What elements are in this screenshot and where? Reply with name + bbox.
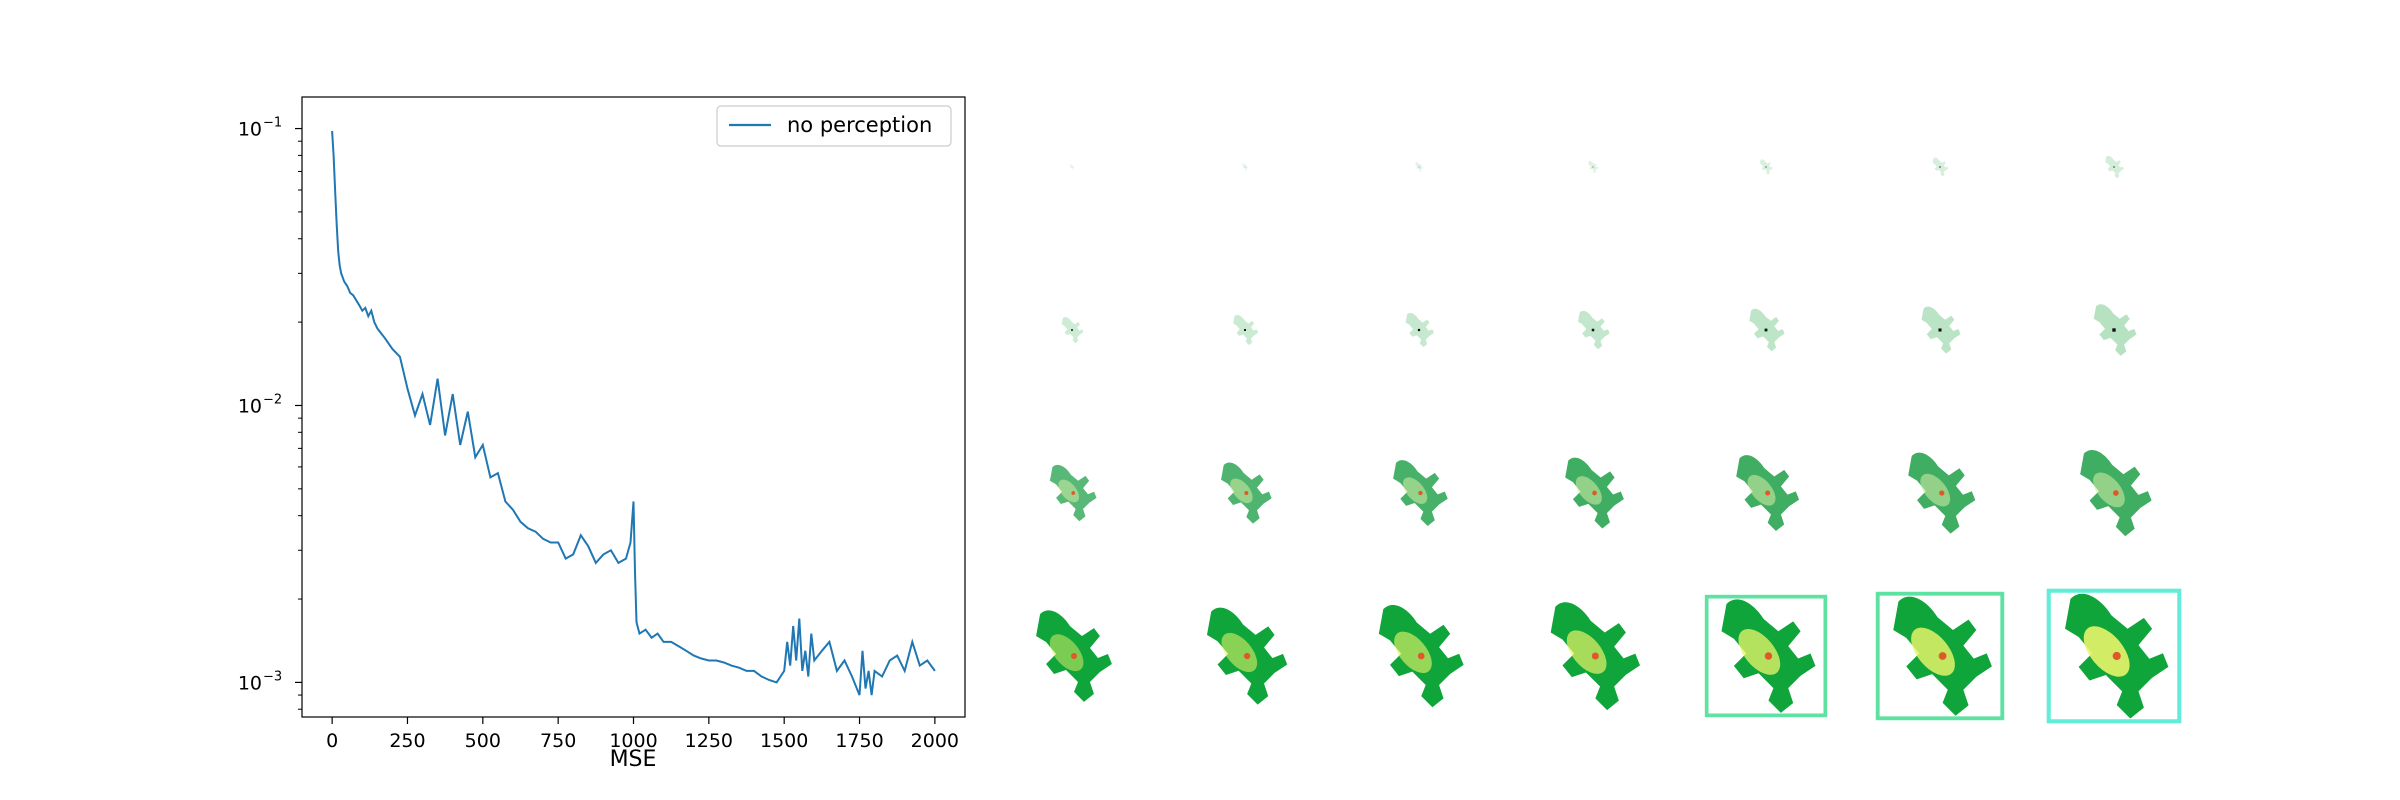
lizard-snapshot [1588, 160, 1599, 174]
seed-pixel [1938, 328, 1942, 332]
y-axis-ticks: 10−110−210−3 [238, 116, 302, 710]
lizard-snapshot [1036, 610, 1112, 702]
x-tick-label: 2000 [911, 730, 959, 752]
legend-box [716, 105, 952, 147]
seed-pixel [1765, 166, 1767, 168]
lizard-snapshot [1049, 464, 1097, 522]
seed-pixel [2113, 166, 2115, 168]
lizard-snapshot [1932, 157, 1949, 177]
lizard-snapshot [1759, 159, 1773, 175]
lizard-snapshot [1736, 455, 1800, 532]
lizard-snapshot [1069, 164, 1075, 170]
lizard-core [2093, 472, 2125, 508]
lizard-snapshot [1749, 308, 1785, 352]
lizard-spot [1592, 490, 1597, 496]
lizard-spot [1764, 652, 1773, 660]
lizard-spot [1243, 652, 1251, 660]
seed-pixel [1418, 166, 1420, 168]
y-tick-exponent: −1 [263, 116, 282, 131]
lizard-snapshot [2105, 155, 2124, 179]
lizard-core [1049, 634, 1084, 672]
lizard-snapshot [1233, 315, 1259, 346]
seed-pixel [1244, 329, 1246, 331]
seed-pixel [1071, 329, 1073, 331]
lizard-snapshot [1921, 306, 1961, 354]
lizard-snapshot [1577, 310, 1610, 350]
lizard-snapshot [1378, 604, 1464, 708]
x-tick-label: 1000 [609, 730, 657, 752]
seed-pixel [1764, 328, 1768, 332]
lizard-core [1747, 474, 1776, 506]
lizard-snapshot [2080, 449, 2152, 537]
lizard-snapshot [2093, 304, 2137, 356]
x-tick-label: 500 [465, 730, 501, 752]
lizard-snapshot [2046, 588, 2182, 724]
seed-pixel [1417, 328, 1421, 332]
y-tick-label: 10 [238, 119, 262, 141]
x-tick-label: 1500 [760, 730, 808, 752]
lizard-spot [1418, 490, 1423, 496]
lizard-snapshot [1061, 316, 1084, 344]
x-tick-label: 1750 [835, 730, 883, 752]
lizard-boundary [1704, 594, 1828, 718]
plot-frame [301, 96, 966, 718]
lizard-core [1403, 477, 1428, 504]
y-tick-exponent: −3 [263, 669, 282, 684]
x-axis-label: MSE [610, 747, 657, 772]
lizard-core [1738, 628, 1781, 675]
y-tick-label: 10 [238, 672, 262, 694]
x-tick-label: 0 [326, 730, 338, 752]
lizard-core [1911, 627, 1955, 676]
lizard-snapshot [1206, 607, 1288, 705]
lizard-core [1230, 478, 1253, 504]
lizard-spot [2112, 651, 2121, 661]
lizard-snapshot [1565, 457, 1624, 529]
lizard-spot [1071, 491, 1076, 495]
lizard-snapshot [1704, 594, 1828, 718]
lizard-core [1221, 632, 1258, 673]
lizard-core [1575, 476, 1602, 505]
lizard-growth-image-grid [1036, 155, 2182, 724]
x-axis-ticks: 0 250 500 750 1000 1250 1500 1750 2000 [326, 717, 959, 752]
lizard-spot [1591, 652, 1599, 660]
loss-chart: 0 250 500 750 1000 1250 1500 1750 2000 10 −110 −21… [238, 96, 966, 772]
lizard-core [1394, 631, 1432, 673]
lizard-snapshot [1242, 163, 1249, 171]
seed-pixel [1591, 328, 1595, 332]
lizard-snapshot [1550, 602, 1641, 711]
lizard-core [1058, 479, 1080, 503]
lizard-snapshot [1415, 162, 1424, 172]
x-tick-label: 750 [540, 730, 576, 752]
series-line-no-perception [331, 130, 936, 696]
y-tick-label: 10 [238, 395, 262, 417]
legend-entry-no-perception: no perception [787, 113, 932, 137]
lizard-snapshot [1405, 312, 1434, 348]
lizard-spot [1244, 491, 1249, 495]
lizard-core [1566, 630, 1607, 674]
x-tick-label: 1250 [685, 730, 733, 752]
x-tick-label: 250 [389, 730, 425, 752]
lizard-spot [1939, 490, 1945, 496]
lizard-spot [1765, 490, 1771, 496]
lizard-spot [1938, 652, 1947, 660]
lizard-snapshot [1875, 591, 2005, 721]
lizard-spot [1071, 653, 1077, 659]
lizard-boundary [2046, 588, 2182, 724]
lizard-core [2083, 626, 2130, 677]
lizard-core [1920, 473, 1951, 507]
y-tick-exponent: −2 [263, 392, 282, 407]
lizard-boundary [1875, 591, 2005, 721]
lizard-snapshot [1393, 460, 1448, 527]
seed-pixel [1592, 166, 1594, 168]
lizard-snapshot [1221, 462, 1272, 524]
legend: no perception [716, 105, 952, 147]
lizard-spot [2113, 490, 2119, 496]
lizard-spot [1417, 652, 1425, 660]
lizard-snapshot [1908, 452, 1976, 534]
seed-pixel [2112, 328, 2116, 332]
seed-pixel [1939, 166, 1941, 168]
